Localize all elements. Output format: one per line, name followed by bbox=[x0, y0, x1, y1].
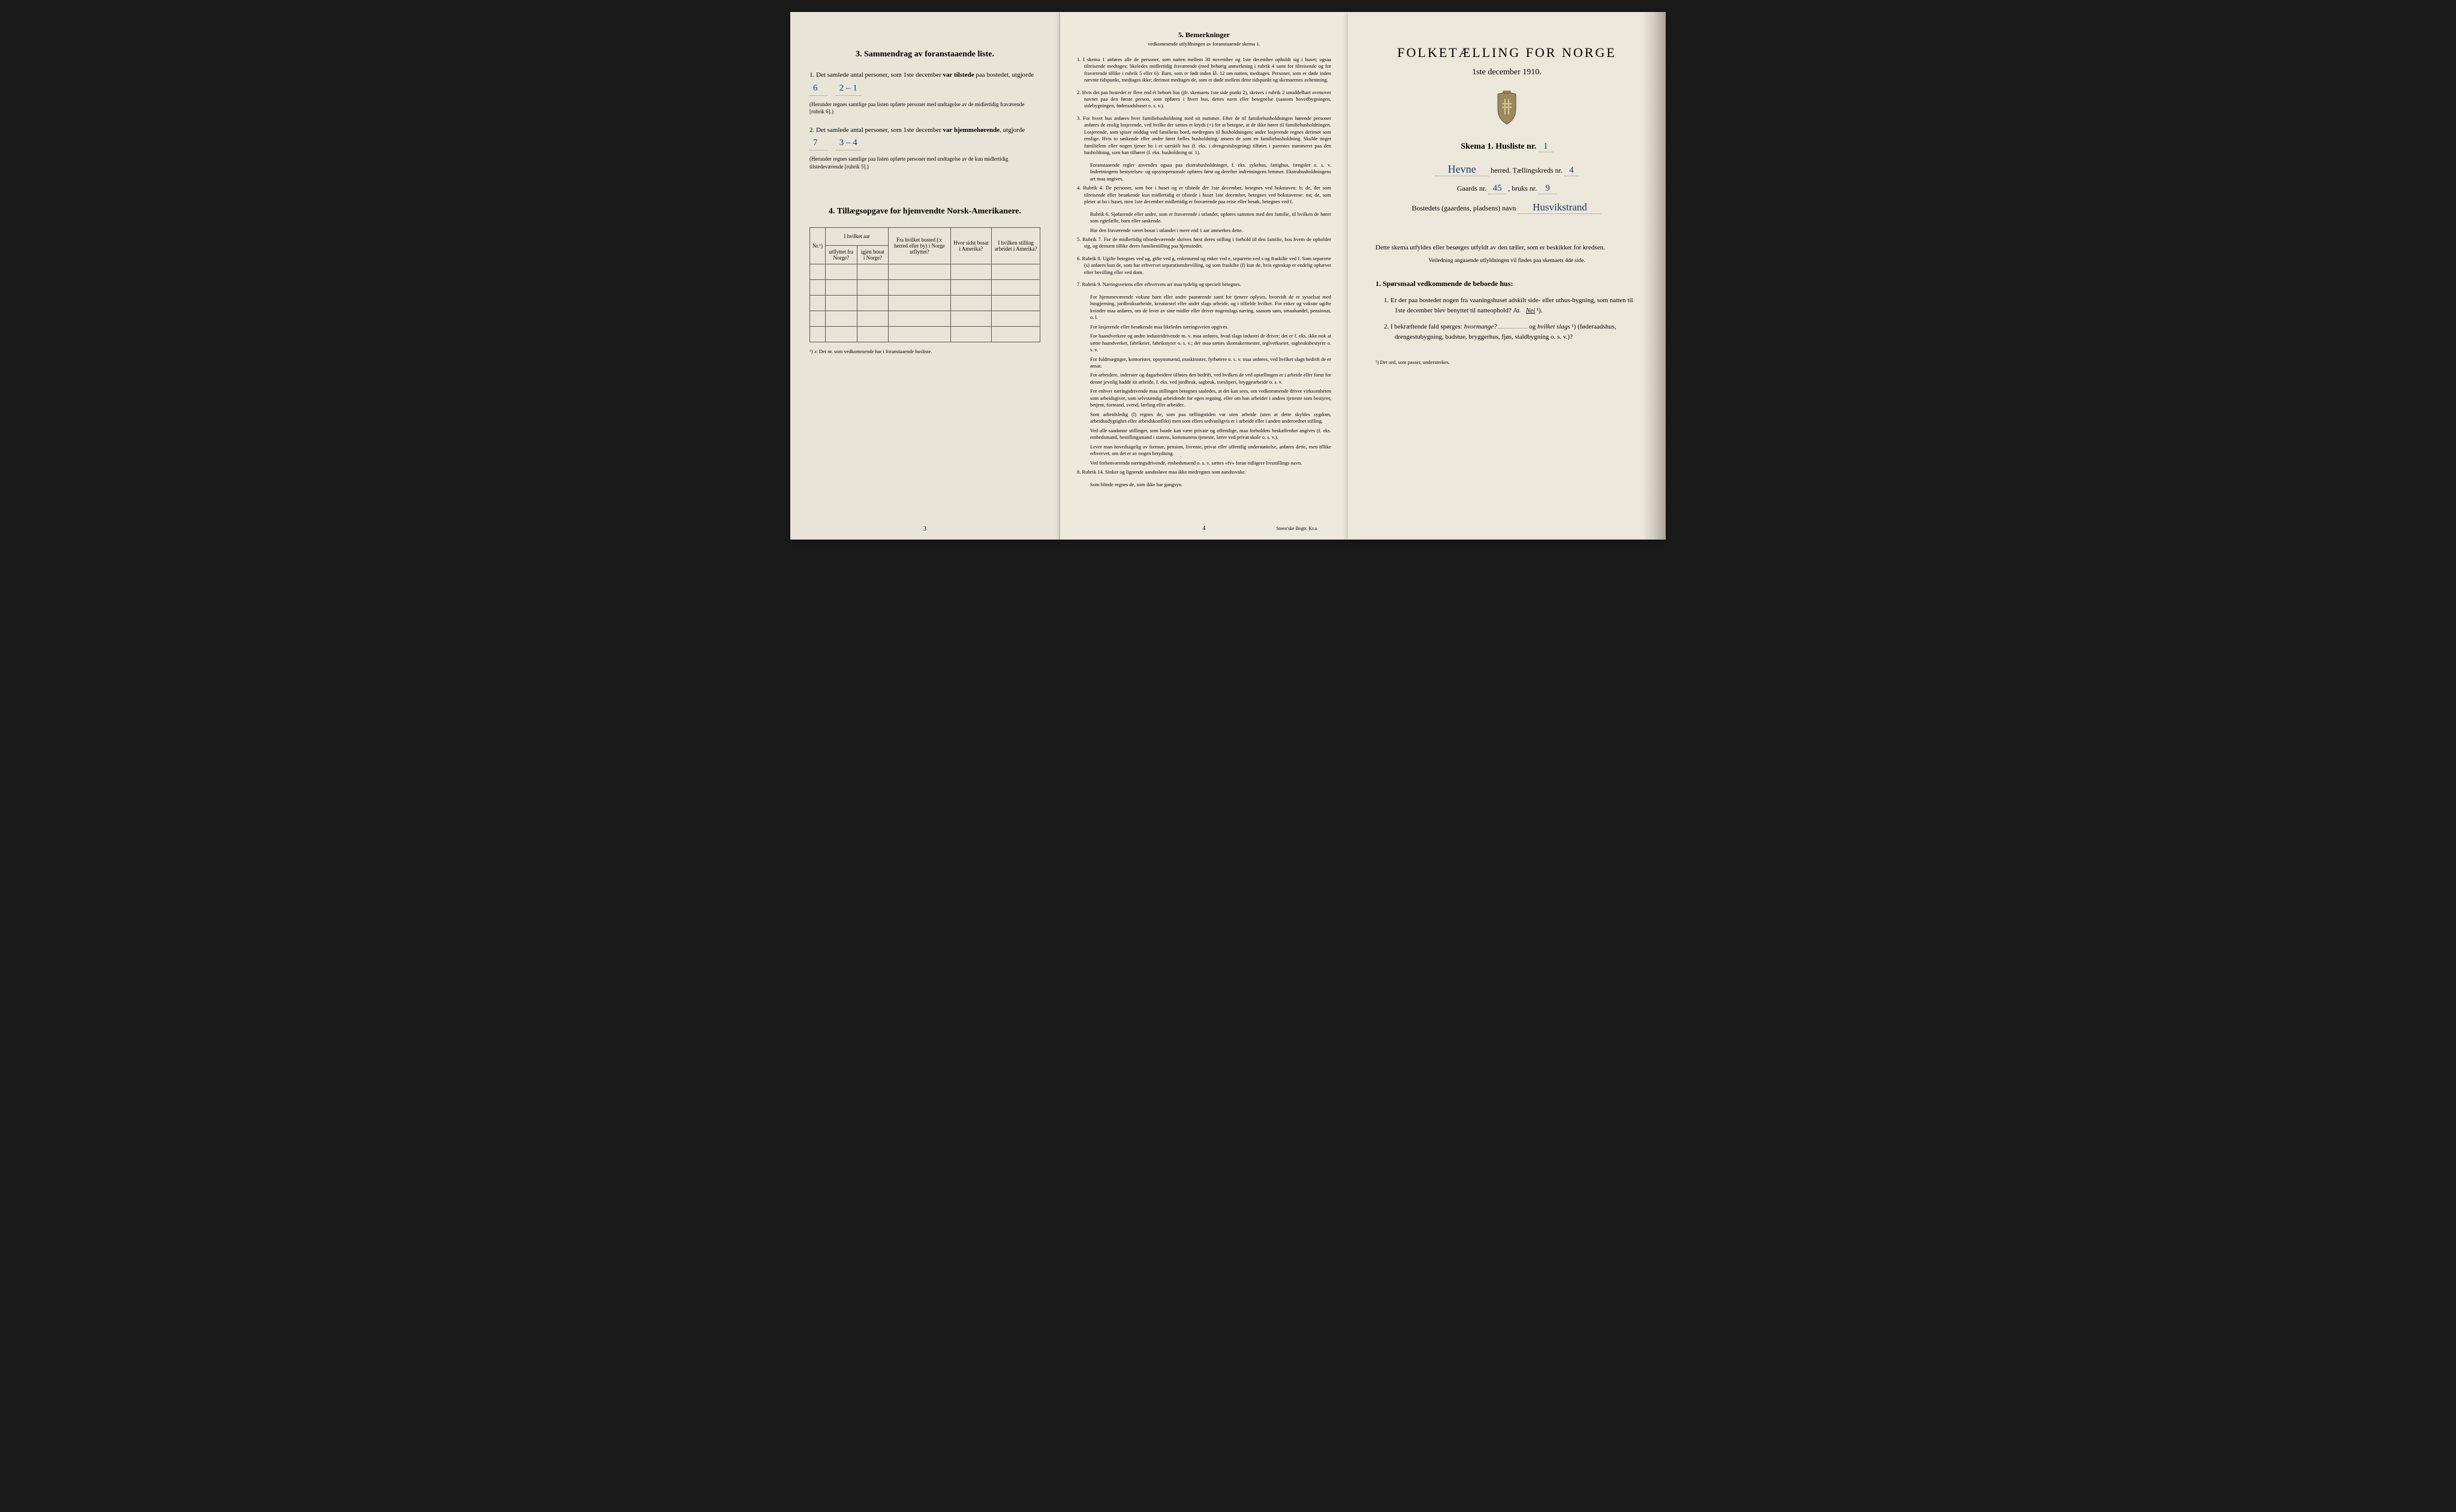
q1-value-a: 6 bbox=[809, 81, 827, 96]
right-footnote: ¹) Det ord, som passer, understrekes. bbox=[1376, 359, 1638, 365]
q1-text: 1. Er der paa bostedet nogen fra vaaning… bbox=[1384, 297, 1633, 314]
gaards-row: Gaards nr. 45 , bruks nr. 9 bbox=[1376, 183, 1638, 194]
th-nr: Nr.¹) bbox=[810, 227, 826, 264]
q1-nei: Nei bbox=[1526, 307, 1535, 314]
q2-lead: 2. I bekræftende fald spørges: bbox=[1384, 323, 1464, 330]
norsk-amerikanere-table: Nr.¹) I hvilket aar Fra hvilket bosted (… bbox=[809, 227, 1040, 342]
table-row bbox=[810, 311, 1040, 326]
remark-4-sub-b: Har den fraværende været bosat i utlande… bbox=[1090, 227, 1331, 234]
table-row bbox=[810, 264, 1040, 279]
table-row bbox=[810, 326, 1040, 342]
remark-3-sub: Foranstaaende regler anvendes ogsaa paa … bbox=[1090, 162, 1331, 182]
q1-sup: ¹). bbox=[1535, 307, 1542, 314]
bosted-label: Bostedets (gaardens, pladsens) navn bbox=[1412, 204, 1516, 212]
q2-lead: 2. Det samlede antal personer, som 1ste … bbox=[809, 126, 943, 134]
page-3: 3. Sammendrag av foranstaaende liste. 1.… bbox=[790, 12, 1060, 540]
herred-value: Hevne bbox=[1435, 163, 1489, 176]
remark-5: 5. Rubrik 7. For de midlertidig tilstede… bbox=[1077, 236, 1331, 250]
question-1: 1. Er der paa bostedet nogen fra vaaning… bbox=[1395, 296, 1638, 316]
remark-4: 4. Rubrik 4. De personer, som bor i huse… bbox=[1077, 185, 1331, 205]
instruction-2: Veiledning angaaende utfyldningen vil fi… bbox=[1376, 258, 1638, 264]
q1-text: 1. Det samlede antal personer, som 1ste … bbox=[809, 70, 1040, 96]
remark-8: 8. Rubrik 14. Sinker og lignende aandssl… bbox=[1077, 469, 1331, 475]
th-stilling: I hvilken stilling arbeidet i Amerika? bbox=[992, 227, 1040, 264]
question-2: 2. I bekræftende fald spørges: hvormange… bbox=[1395, 322, 1638, 342]
q2-text: 2. Det samlede antal personer, som 1ste … bbox=[809, 125, 1040, 151]
q2-sup: ¹) bbox=[1570, 323, 1576, 330]
th-amerika: Hvor sidst bosat i Amerika? bbox=[950, 227, 992, 264]
table-body bbox=[810, 264, 1040, 342]
question-heading: 1. Spørsmaal vedkommende de beboede hus: bbox=[1376, 279, 1638, 288]
remark-7-sub-d: For fuldmægtiger, kontorister, opsynsmæn… bbox=[1090, 356, 1331, 370]
printer-mark: Steen'ske Bogtr. Kr.a. bbox=[1277, 526, 1318, 532]
section-3-title: 3. Sammendrag av foranstaaende liste. bbox=[809, 50, 1040, 59]
remark-7-sub-b: For losjerende eller besøkende maa likel… bbox=[1090, 324, 1331, 330]
q2-mid: og bbox=[1529, 323, 1537, 330]
bosted-value: Husvikstrand bbox=[1518, 201, 1602, 214]
q1-tail: paa bostedet, utgjorde bbox=[974, 71, 1034, 79]
q1-value-b: 2 – 1 bbox=[836, 81, 861, 96]
page-cover: FOLKETÆLLING FOR NORGE 1ste december 191… bbox=[1348, 12, 1666, 540]
q2-hvilket: hvilket slags bbox=[1537, 323, 1570, 330]
remark-4-sub-a: Rubrik 6. Sjøfarende eller andre, som er… bbox=[1090, 211, 1331, 225]
q2-value-b: 3 – 4 bbox=[836, 135, 861, 150]
q2-note: (Herunder regnes samtlige paa listen opf… bbox=[809, 155, 1040, 170]
remark-7-sub-h: Ved alle saadanne stillinger, som baade … bbox=[1090, 427, 1331, 441]
table-footnote: ¹) ɔ: Det nr. som vedkommende har i fora… bbox=[809, 348, 1040, 354]
remark-7-sub-a: For hjemmeværende voksne barn eller andr… bbox=[1090, 294, 1331, 321]
section-4-title: 4. Tillægsopgave for hjemvendte Norsk-Am… bbox=[809, 207, 1040, 216]
remark-1: 1. I skema 1 anføres alle de personer, s… bbox=[1077, 56, 1331, 84]
skema-line: Skema 1. Husliste nr. 1 bbox=[1376, 141, 1638, 152]
bruks-label: , bruks nr. bbox=[1508, 184, 1537, 192]
page-4: 5. Bemerkninger vedkommende utfyldningen… bbox=[1060, 12, 1348, 540]
skema-label: Skema 1. Husliste nr. bbox=[1461, 142, 1536, 151]
section-5-subtitle: vedkommende utfyldningen av foranstaaend… bbox=[1077, 41, 1331, 47]
q2-value-a: 7 bbox=[809, 135, 827, 150]
page-number-3: 3 bbox=[923, 526, 926, 532]
section-5-title: 5. Bemerkninger bbox=[1077, 30, 1331, 40]
bosted-row: Bostedets (gaardens, pladsens) navn Husv… bbox=[1376, 201, 1638, 214]
kreds-value: 4 bbox=[1564, 165, 1579, 176]
q1-note: (Herunder regnes samtlige paa listen opf… bbox=[809, 101, 1040, 116]
remark-7-sub-i: Lever man hovedsagelig av formue, pensio… bbox=[1090, 444, 1331, 457]
coat-of-arms-icon bbox=[1376, 91, 1638, 128]
th-bosted: Fra hvilket bosted (ɔ: herred eller by) … bbox=[889, 227, 950, 264]
q2-blank bbox=[1498, 328, 1527, 329]
th-utflyttet: utflyttet fra Norge? bbox=[825, 245, 857, 264]
q2-tail: , utgjorde bbox=[1000, 126, 1025, 134]
page-number-4: 4 bbox=[1203, 525, 1206, 533]
table-row bbox=[810, 279, 1040, 295]
gaards-label: Gaards nr. bbox=[1457, 184, 1486, 192]
remark-7: 7. Rubrik 9. Næringsveiens eller erhverv… bbox=[1077, 281, 1331, 288]
th-aar: I hvilket aar bbox=[825, 227, 888, 245]
remark-6: 6. Rubrik 8. Ugifte betegnes ved ug, gif… bbox=[1077, 255, 1331, 276]
herred-label: herred. Tællingskreds nr. bbox=[1491, 166, 1563, 174]
remark-7-sub-j: Ved forhenværende næringsdrivende, embed… bbox=[1090, 460, 1331, 466]
remark-7-sub-f: For enhver næringsdrivende maa stillinge… bbox=[1090, 388, 1331, 408]
table-row bbox=[810, 295, 1040, 311]
remark-7-sub-g: Som arbeidsledig (l) regnes de, som paa … bbox=[1090, 411, 1331, 425]
bruks-value: 9 bbox=[1539, 183, 1557, 194]
remark-2: 2. Hvis det paa bostedet er flere end ét… bbox=[1077, 89, 1331, 110]
gaards-value: 45 bbox=[1488, 183, 1506, 194]
document-spread: 3. Sammendrag av foranstaaende liste. 1.… bbox=[790, 12, 1666, 540]
q2-hvorange: hvormange? bbox=[1464, 323, 1497, 330]
q1-ja: Ja. bbox=[1513, 307, 1521, 314]
th-igjen: igjen bosat i Norge? bbox=[857, 245, 889, 264]
remark-8-sub: Som blinde regnes de, som ikke har gangs… bbox=[1090, 481, 1331, 488]
census-title: FOLKETÆLLING FOR NORGE bbox=[1376, 45, 1638, 61]
q1-lead: 1. Det samlede antal personer, som 1ste … bbox=[809, 71, 943, 79]
instruction-1: Dette skema utfyldes eller besørges utfy… bbox=[1376, 243, 1638, 253]
census-date: 1ste december 1910. bbox=[1376, 68, 1638, 77]
husliste-nr: 1 bbox=[1539, 141, 1553, 152]
q2-bold: var hjemmehørende bbox=[943, 126, 1000, 134]
remark-7-sub-c: For haandverkere og andre industridriven… bbox=[1090, 333, 1331, 353]
herred-row: Hevne herred. Tællingskreds nr. 4 bbox=[1376, 163, 1638, 176]
remark-3: 3. For hvert hus anføres hver familiehus… bbox=[1077, 115, 1331, 156]
remark-7-sub-e: For arbeidere, inderster og dagarbeidere… bbox=[1090, 372, 1331, 385]
q1-bold: var tilstede bbox=[943, 71, 974, 79]
